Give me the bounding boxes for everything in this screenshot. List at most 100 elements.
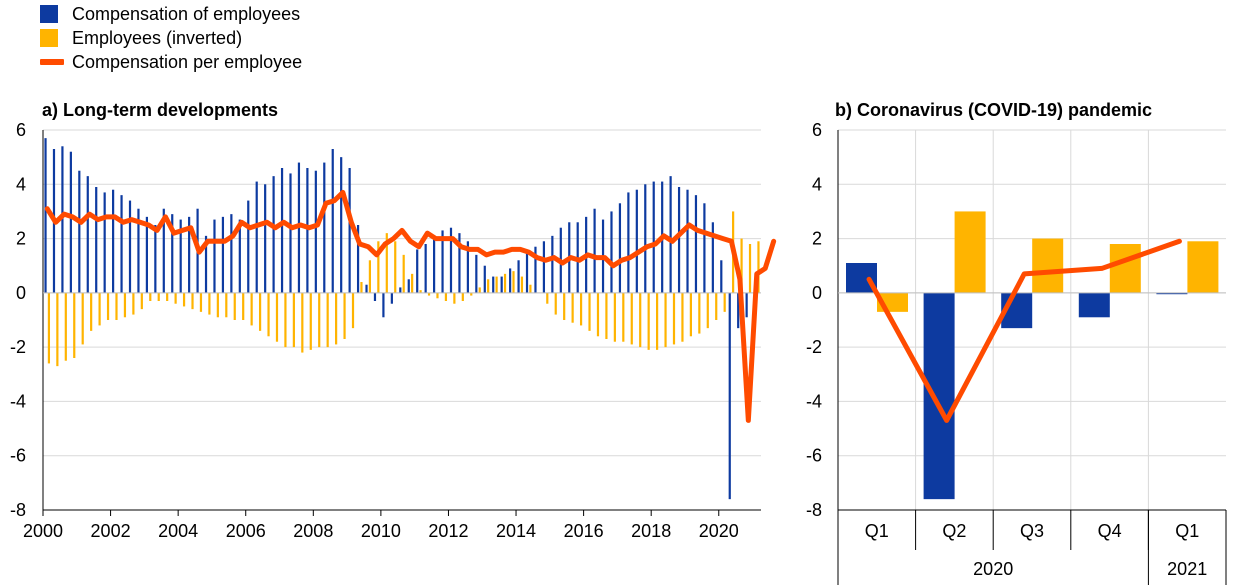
bar-employees-a bbox=[284, 292, 287, 348]
bar-employees-a bbox=[250, 292, 253, 326]
bar-compensation-a bbox=[416, 249, 419, 293]
panel-long-term-developments: a) Long-term developments -8 -6 -4 -2 0 2 4 6 2… bbox=[10, 100, 777, 541]
bar-compensation-a bbox=[137, 208, 140, 293]
bar-compensation-a bbox=[162, 208, 165, 293]
panel-a-line bbox=[44, 189, 777, 423]
bar-employees-a bbox=[478, 287, 481, 293]
bar-employees-b bbox=[1109, 244, 1141, 293]
y-tick-label-a: 6 bbox=[16, 120, 26, 140]
bar-compensation-a bbox=[728, 292, 731, 500]
bar-employees-a bbox=[411, 273, 414, 293]
bar-employees-a bbox=[740, 238, 743, 293]
bar-employees-a bbox=[605, 292, 608, 339]
y-tick-label-a: -2 bbox=[10, 337, 26, 357]
legend-swatch-compensation bbox=[40, 5, 58, 23]
bar-compensation-a bbox=[145, 216, 148, 293]
bar-compensation-a bbox=[534, 246, 537, 293]
bar-compensation-a bbox=[331, 149, 334, 293]
bar-employees-a bbox=[554, 292, 557, 315]
bar-employees-a bbox=[106, 292, 110, 320]
x-tick-label-b: Q3 bbox=[1020, 521, 1044, 541]
bar-employees-a bbox=[123, 292, 127, 318]
bar-employees-a bbox=[563, 292, 566, 320]
bar-employees-a bbox=[672, 292, 676, 345]
x-tick-label-b: Q2 bbox=[942, 521, 966, 541]
bar-compensation-a bbox=[737, 292, 740, 329]
bar-employees-a bbox=[495, 276, 498, 293]
panel-b-y-tick-labels: -8 -6 -4 -2 0 2 4 6 bbox=[806, 120, 822, 520]
legend-item-per-employee: Compensation per employee bbox=[40, 50, 302, 74]
bar-employees-a bbox=[309, 292, 312, 350]
bar-compensation-a bbox=[204, 235, 208, 293]
bar-employees-a bbox=[351, 292, 355, 329]
bar-compensation-a bbox=[154, 225, 157, 293]
bar-compensation-a bbox=[255, 181, 258, 293]
bar-employees-b bbox=[1187, 241, 1219, 293]
bar-employees-a bbox=[487, 279, 490, 293]
bar-compensation-a bbox=[382, 292, 385, 318]
bar-compensation-a bbox=[188, 216, 191, 293]
bar-employees-a bbox=[368, 260, 372, 293]
bar-compensation-a bbox=[720, 260, 723, 293]
bar-employees-a bbox=[723, 292, 726, 312]
bar-compensation-a bbox=[475, 254, 478, 293]
x-tick-label-a: 2010 bbox=[361, 521, 401, 541]
bar-employees-a bbox=[166, 292, 169, 301]
bar-employees-a bbox=[579, 292, 583, 326]
bar-employees-b bbox=[1032, 238, 1064, 293]
x-tick-label-a: 2000 bbox=[23, 521, 63, 541]
x-tick-label-b: Q1 bbox=[865, 521, 889, 541]
bar-employees-a bbox=[157, 292, 160, 301]
x-tick-label-a: 2004 bbox=[158, 521, 198, 541]
y-tick-label-a: 0 bbox=[16, 283, 26, 303]
bar-employees-a bbox=[73, 292, 76, 358]
bar-employees-a bbox=[56, 292, 59, 367]
panel-a-bars bbox=[44, 138, 760, 500]
bar-employees-a bbox=[427, 292, 431, 296]
bar-compensation-b bbox=[1078, 292, 1110, 318]
y-tick-label-b: -2 bbox=[806, 337, 822, 357]
bar-employees-a bbox=[132, 292, 135, 315]
bar-employees-a bbox=[292, 292, 295, 348]
line-per-employee-a bbox=[44, 189, 777, 423]
bar-employees-a bbox=[402, 254, 405, 293]
bar-employees-a bbox=[326, 292, 329, 348]
y-tick-label-a: -4 bbox=[10, 391, 26, 411]
y-tick-label-b: 6 bbox=[812, 120, 822, 140]
bar-compensation-a bbox=[593, 208, 596, 293]
bar-compensation-a bbox=[61, 146, 64, 293]
bar-compensation-a bbox=[652, 181, 655, 293]
bar-compensation-a bbox=[247, 200, 250, 293]
bar-employees-a bbox=[360, 282, 363, 293]
bar-compensation-a bbox=[509, 268, 512, 293]
bar-compensation-a bbox=[230, 214, 233, 293]
bar-employees-a bbox=[258, 292, 262, 331]
bar-employees-a bbox=[90, 292, 93, 331]
bar-employees-a bbox=[140, 292, 143, 310]
x-tick-label-a: 2012 bbox=[428, 521, 468, 541]
bar-employees-a bbox=[191, 292, 194, 310]
bar-compensation-a bbox=[686, 189, 689, 293]
bar-compensation-a bbox=[500, 276, 503, 293]
bar-employees-a bbox=[225, 292, 228, 318]
bar-compensation-a bbox=[221, 216, 225, 293]
x-tick-label-a: 2002 bbox=[91, 521, 131, 541]
bar-employees-a bbox=[656, 292, 659, 350]
bar-compensation-a bbox=[407, 279, 410, 293]
bar-employees-a bbox=[182, 292, 186, 307]
bar-employees-a bbox=[613, 292, 616, 342]
x-tick-label-a: 2014 bbox=[496, 521, 536, 541]
panel-b-bars bbox=[846, 211, 1219, 500]
bar-compensation-a bbox=[213, 219, 216, 293]
bar-compensation-a bbox=[365, 284, 368, 293]
x-tick-label-a: 2006 bbox=[226, 521, 266, 541]
bar-compensation-a bbox=[264, 184, 267, 293]
legend-label-employees: Employees (inverted) bbox=[72, 27, 243, 48]
bar-compensation-a bbox=[171, 214, 174, 293]
bar-compensation-a bbox=[627, 192, 630, 293]
bar-compensation-a bbox=[669, 176, 672, 293]
bar-employees-a bbox=[343, 292, 346, 339]
year-label-b: 2020 bbox=[973, 559, 1013, 579]
bar-compensation-a bbox=[86, 176, 89, 293]
bar-employees-a bbox=[149, 292, 152, 301]
